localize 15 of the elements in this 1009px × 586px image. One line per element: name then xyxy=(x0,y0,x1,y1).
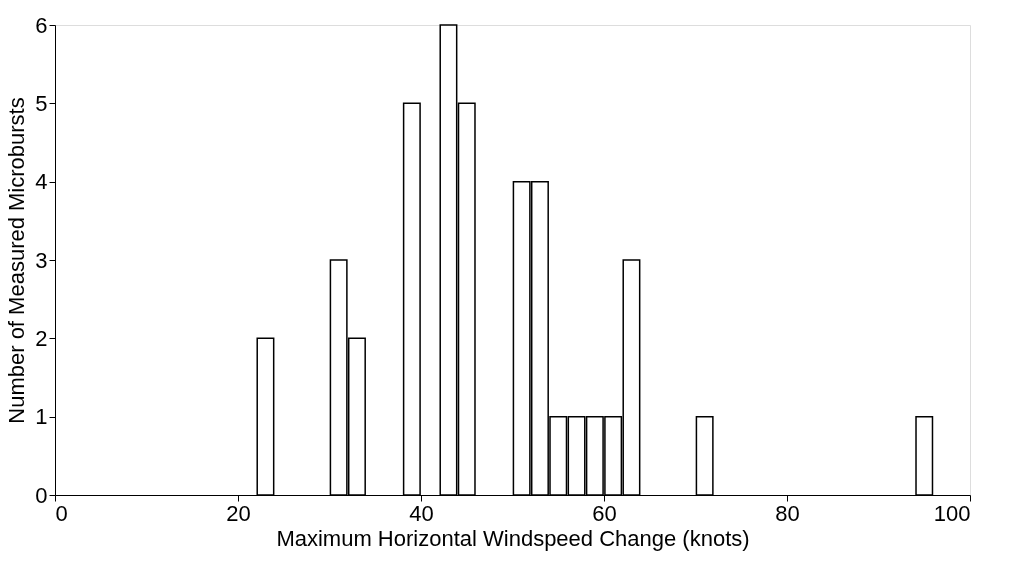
y-tick-label: 6 xyxy=(35,12,48,38)
x-axis-title: Maximum Horizontal Windspeed Change (knots) xyxy=(276,525,750,551)
x-tick-label: 100 xyxy=(933,500,971,526)
y-axis-title: Number of Measured Microbursts xyxy=(4,97,30,424)
x-tick-label: 80 xyxy=(775,500,800,526)
x-tick-label: 60 xyxy=(592,500,617,526)
y-tick-label: 1 xyxy=(35,404,48,430)
y-tick-label: 5 xyxy=(35,90,48,116)
x-tick-label: 40 xyxy=(409,500,434,526)
x-tick-label: 0 xyxy=(55,500,68,526)
y-tick-label: 4 xyxy=(35,169,48,195)
y-tick-label: 3 xyxy=(35,247,48,273)
y-tick-label: 0 xyxy=(35,482,48,508)
x-tick-label: 20 xyxy=(226,500,251,526)
y-tick-label: 2 xyxy=(35,325,48,351)
